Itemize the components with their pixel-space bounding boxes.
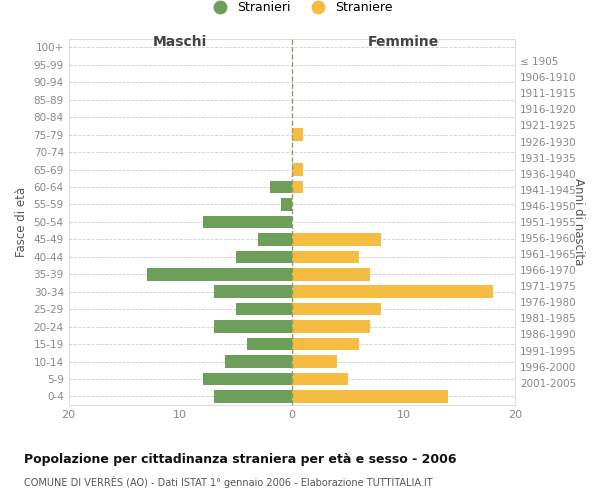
Bar — [203, 216, 292, 228]
Bar — [225, 355, 292, 368]
Bar — [259, 233, 292, 245]
Bar — [147, 268, 292, 280]
Bar — [203, 372, 292, 385]
Bar — [236, 250, 292, 263]
Bar — [292, 233, 381, 245]
Bar — [292, 303, 381, 316]
Y-axis label: Anni di nascita: Anni di nascita — [572, 178, 585, 266]
Bar — [292, 250, 359, 263]
Bar — [269, 180, 292, 194]
Bar — [236, 303, 292, 316]
Text: COMUNE DI VERRÈS (AO) - Dati ISTAT 1° gennaio 2006 - Elaborazione TUTTITALIA.IT: COMUNE DI VERRÈS (AO) - Dati ISTAT 1° ge… — [24, 476, 433, 488]
Bar — [292, 390, 448, 402]
Bar — [292, 128, 303, 141]
Bar — [214, 390, 292, 402]
Bar — [214, 286, 292, 298]
Bar — [292, 180, 303, 194]
Legend: Stranieri, Straniere: Stranieri, Straniere — [202, 0, 398, 19]
Bar — [214, 320, 292, 333]
Bar — [292, 286, 493, 298]
Bar — [292, 338, 359, 350]
Bar — [292, 164, 303, 176]
Text: Maschi: Maschi — [153, 35, 208, 49]
Y-axis label: Fasce di età: Fasce di età — [15, 187, 28, 257]
Bar — [292, 268, 370, 280]
Bar — [247, 338, 292, 350]
Text: Femmine: Femmine — [368, 35, 439, 49]
Bar — [292, 320, 370, 333]
Bar — [292, 372, 347, 385]
Text: Popolazione per cittadinanza straniera per età e sesso - 2006: Popolazione per cittadinanza straniera p… — [24, 452, 457, 466]
Bar — [292, 355, 337, 368]
Bar — [281, 198, 292, 210]
